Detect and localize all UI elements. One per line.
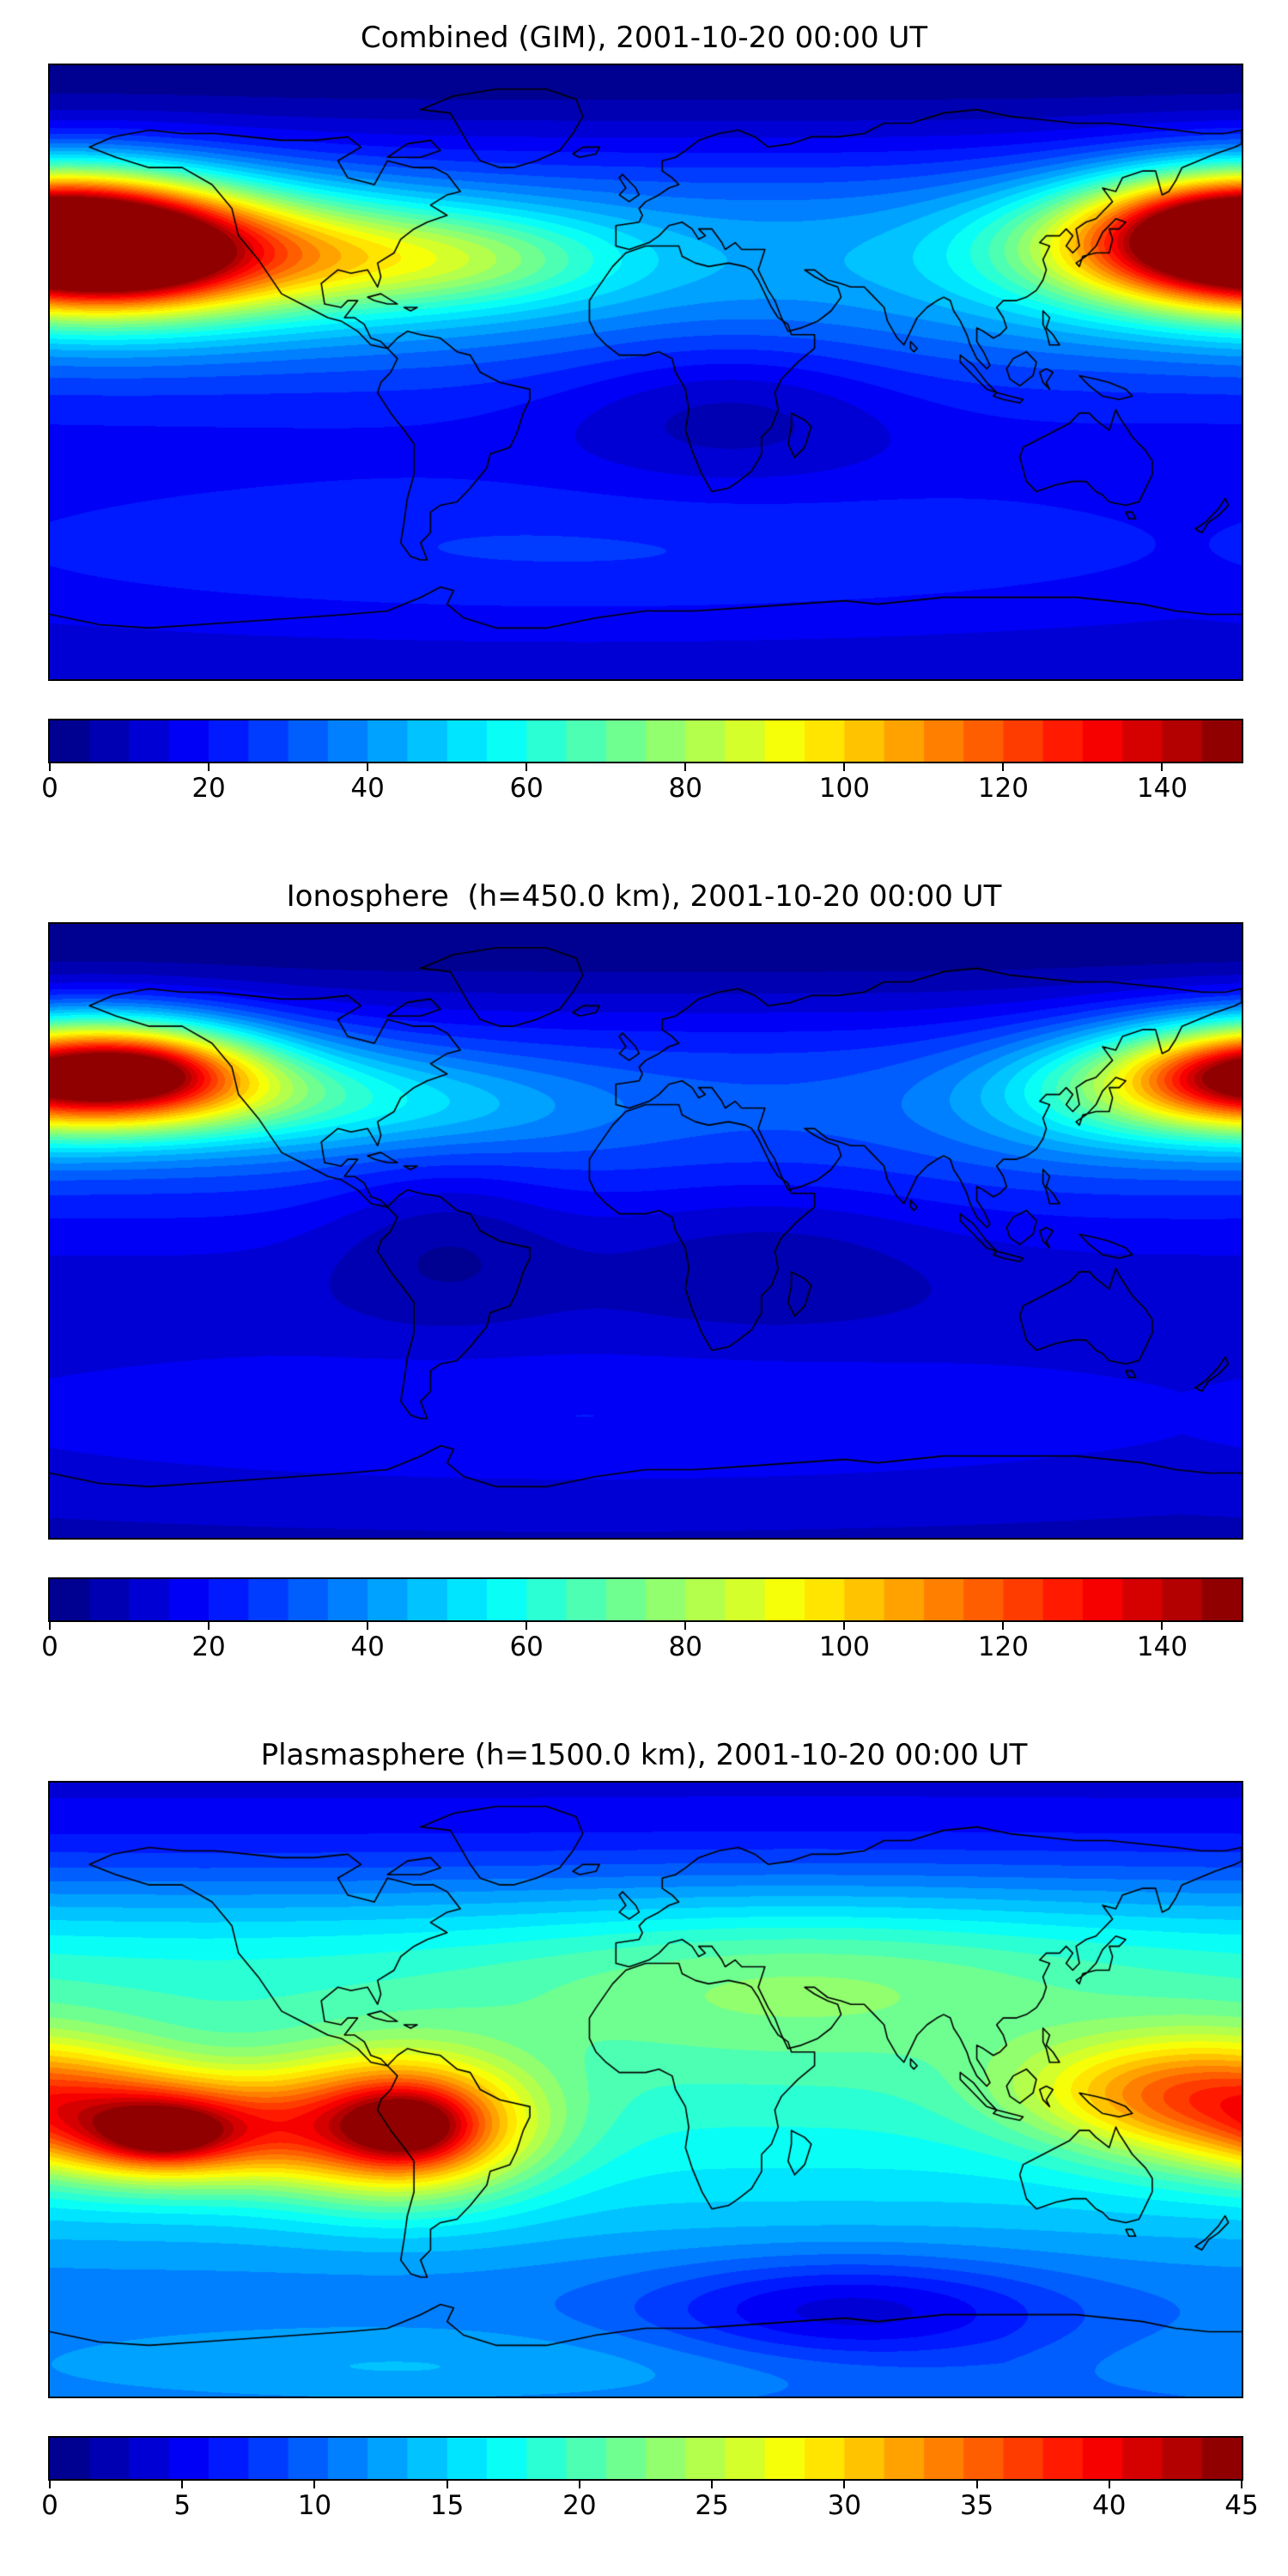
colorbar-tick-mark: [49, 2481, 51, 2488]
colorbar-tick-label: 80: [668, 773, 702, 804]
panel-title-ionosphere: Ionosphere (h=450.0 km), 2001-10-20 00:0…: [286, 879, 1002, 914]
colorbar-tick-label: 0: [41, 2490, 58, 2521]
tec-map-canvas-combined: [50, 65, 1242, 679]
colorbar-tick-label: 30: [827, 2490, 862, 2521]
colorbar-tick-mark: [578, 2481, 580, 2488]
colorbar-tick-label: 100: [818, 773, 870, 804]
colorbar-plasmasphere: [48, 2436, 1243, 2481]
colorbar-tick-label: 10: [297, 2490, 332, 2521]
colorbar-tick-mark: [526, 1622, 528, 1630]
panel-title-combined: Combined (GIM), 2001-10-20 00:00 UT: [360, 21, 928, 55]
colorbar-tick-label: 0: [41, 773, 58, 804]
colorbar-tick-mark: [1002, 1622, 1005, 1630]
tec-map-canvas-ionosphere: [50, 924, 1242, 1538]
tec-map-canvas-plasmasphere: [50, 1783, 1242, 2397]
colorbar-tick-mark: [843, 1622, 846, 1630]
colorbar-tick-label: 0: [41, 1631, 58, 1662]
map-combined: [48, 64, 1243, 681]
colorbar-tick-label: 15: [429, 2490, 465, 2521]
colorbar-tick-label: 20: [191, 773, 226, 804]
colorbar-tick-label: 45: [1224, 2490, 1259, 2521]
colorbar-tick-mark: [1161, 763, 1163, 771]
colorbar-tick-mark: [1241, 2481, 1242, 2488]
colorbar-tick-label: 120: [977, 1631, 1029, 1662]
colorbar-ticks-plasmasphere: 0 5 10 15 20 25 30 35 40 45: [41, 2481, 1259, 2521]
map-ionosphere: [48, 922, 1243, 1540]
colorbar-tick-mark: [711, 2481, 714, 2488]
map-plasmasphere: [48, 1781, 1243, 2398]
panel-combined: Combined (GIM), 2001-10-20 00:00 UT 0 20 4…: [0, 0, 1288, 859]
panel-plasmasphere: Plasmasphere (h=1500.0 km), 2001-10-20 0…: [0, 1717, 1288, 2576]
colorbar-ticks-combined: 0 20 40 60 80 100 120 140: [41, 763, 1242, 804]
colorbar-tick-mark: [446, 2481, 448, 2488]
colorbar-tick-mark: [1161, 1622, 1163, 1630]
colorbar-tick-mark: [1108, 2481, 1110, 2488]
colorbar-tick-label: 140: [1136, 1631, 1188, 1662]
colorbar-tick-mark: [367, 763, 369, 771]
colorbar-tick-mark: [843, 763, 846, 771]
colorbar-ticks-ionosphere: 0 20 40 60 80 100 120 140: [41, 1622, 1242, 1662]
colorbar-tick-mark: [313, 2481, 316, 2488]
colorbar-tick-mark: [208, 763, 210, 771]
colorbar-tick-label: 5: [173, 2490, 191, 2521]
colorbar-tick-mark: [684, 763, 687, 771]
colorbar-tick-mark: [1002, 763, 1005, 771]
colorbar-canvas-plasmasphere: [48, 2436, 1243, 2481]
colorbar-tick-mark: [181, 2481, 184, 2488]
colorbar-canvas-ionosphere: [48, 1577, 1243, 1622]
colorbar-tick-label: 140: [1136, 773, 1188, 804]
colorbar-tick-label: 25: [695, 2490, 729, 2521]
colorbar-tick-label: 20: [191, 1631, 226, 1662]
panel-ionosphere: Ionosphere (h=450.0 km), 2001-10-20 00:0…: [0, 859, 1288, 1717]
colorbar-tick-label: 40: [1092, 2490, 1127, 2521]
colorbar-tick-label: 60: [509, 773, 544, 804]
colorbar-tick-mark: [49, 1622, 51, 1630]
colorbar-ionosphere: [48, 1577, 1243, 1622]
colorbar-tick-label: 35: [959, 2490, 994, 2521]
colorbar-tick-label: 100: [818, 1631, 870, 1662]
panel-title-plasmasphere: Plasmasphere (h=1500.0 km), 2001-10-20 0…: [260, 1738, 1028, 1772]
colorbar-tick-mark: [684, 1622, 687, 1630]
colorbar-combined: [48, 719, 1243, 763]
colorbar-tick-label: 20: [562, 2490, 597, 2521]
colorbar-canvas-combined: [48, 719, 1243, 763]
colorbar-tick-mark: [367, 1622, 369, 1630]
colorbar-tick-mark: [526, 763, 528, 771]
colorbar-tick-label: 60: [509, 1631, 544, 1662]
colorbar-tick-mark: [975, 2481, 978, 2488]
colorbar-tick-label: 80: [668, 1631, 702, 1662]
colorbar-tick-mark: [49, 763, 51, 771]
colorbar-tick-mark: [208, 1622, 210, 1630]
colorbar-tick-label: 40: [350, 1631, 385, 1662]
colorbar-tick-label: 120: [977, 773, 1029, 804]
colorbar-tick-mark: [843, 2481, 846, 2488]
colorbar-tick-label: 40: [350, 773, 385, 804]
